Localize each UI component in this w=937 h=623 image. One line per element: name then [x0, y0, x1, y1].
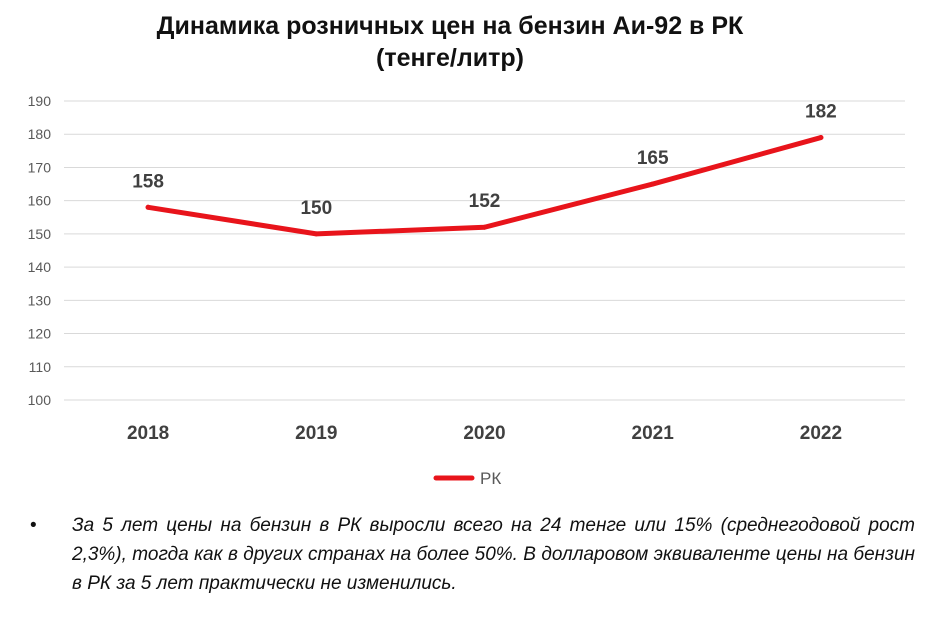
y-tick-label: 140	[28, 259, 52, 275]
data-label: 182	[805, 102, 837, 123]
series-line-РК	[145, 135, 824, 237]
y-tick-label: 160	[28, 193, 52, 209]
data-label: 152	[469, 191, 501, 212]
y-tick-label: 110	[29, 359, 52, 375]
price-line-chart: 100 110 120 130 140 150 160 170 180 190 2018 2019 20…	[28, 93, 905, 488]
x-tick-label: 2022	[800, 423, 842, 444]
chart-title-line-2: (тенге/литр)	[376, 44, 524, 72]
y-tick-label: 170	[28, 159, 52, 175]
bullet-note: • За 5 лет цены на бензин в РК выросли в…	[30, 511, 915, 598]
data-point	[482, 224, 487, 230]
chart-title: Динамика розничных цен на бензин Аи-92 в…	[0, 10, 900, 74]
chart-title-line-1: Динамика розничных цен на бензин Аи-92 в…	[156, 12, 744, 40]
x-tick-label: 2018	[127, 423, 169, 444]
data-point	[313, 231, 319, 237]
y-tick-label: 190	[28, 93, 52, 109]
y-tick-label: 130	[28, 292, 52, 308]
data-point	[818, 135, 824, 141]
y-tick-label: 180	[28, 126, 52, 142]
data-label: 150	[300, 198, 332, 219]
data-point	[650, 181, 656, 187]
legend-label: РК	[480, 469, 501, 488]
x-tick-label: 2021	[632, 423, 675, 444]
x-tick-label: 2020	[463, 423, 505, 444]
y-tick-label: 100	[28, 392, 52, 408]
data-label: 158	[132, 171, 164, 192]
bullet-marker: •	[30, 515, 37, 536]
note-text: За 5 лет цены на бензин в РК выросли все…	[72, 515, 915, 594]
data-label: 165	[637, 148, 669, 169]
y-tick-label: 120	[28, 326, 52, 342]
data-point	[145, 204, 151, 210]
x-tick-label: 2019	[295, 423, 337, 444]
y-tick-label: 150	[28, 226, 52, 242]
